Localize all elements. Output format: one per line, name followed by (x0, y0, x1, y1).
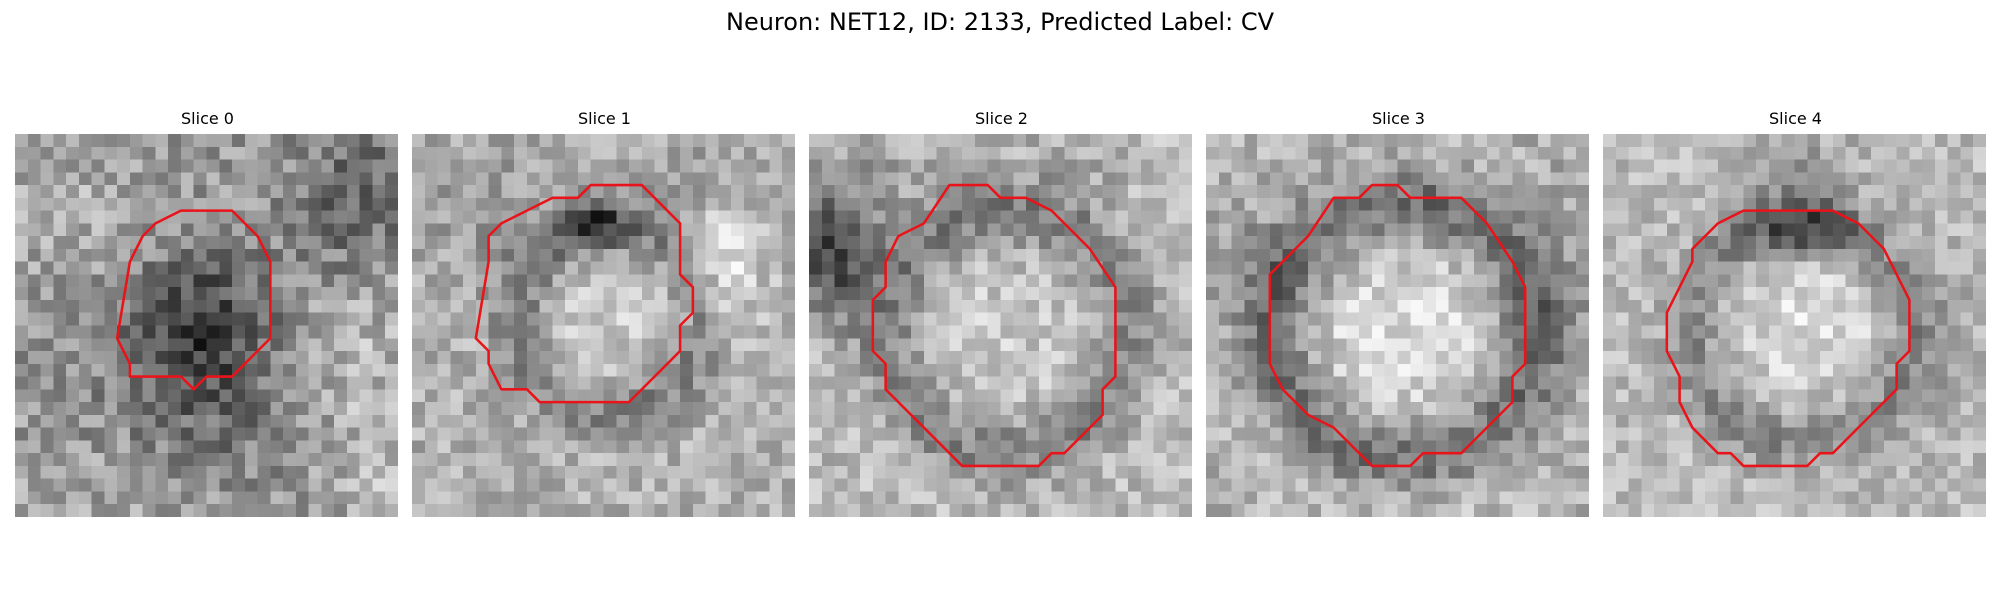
slice-panel-0: Slice 0 (15, 108, 400, 517)
slice-title-3: Slice 3 (1372, 109, 1425, 128)
slice-panel-3: Slice 3 (1206, 108, 1591, 517)
red-contour-overlay-3 (1268, 183, 1527, 468)
slice-title-0: Slice 0 (181, 109, 234, 128)
contour-path-1 (474, 183, 695, 404)
red-contour-overlay-1 (474, 183, 695, 404)
slice-title-4: Slice 4 (1769, 109, 1822, 128)
red-contour-overlay-2 (871, 183, 1117, 468)
red-contour-overlay-0 (115, 209, 272, 391)
slice-image-0 (15, 134, 398, 517)
slice-panel-1: Slice 1 (412, 108, 797, 517)
slice-image-2 (809, 134, 1192, 517)
red-contour-overlay-4 (1665, 209, 1911, 468)
figure-title: Neuron: NET12, ID: 2133, Predicted Label… (726, 8, 1274, 36)
slice-image-3 (1206, 134, 1589, 517)
contour-path-0 (115, 209, 272, 391)
grayscale-patch-1 (412, 134, 795, 517)
slice-image-1 (412, 134, 795, 517)
slice-image-4 (1603, 134, 1986, 517)
slice-panel-4: Slice 4 (1603, 108, 1988, 517)
slice-title-2: Slice 2 (975, 109, 1028, 128)
contour-path-3 (1268, 183, 1527, 468)
contour-path-2 (871, 183, 1117, 468)
slice-panel-2: Slice 2 (809, 108, 1194, 517)
grayscale-patch-0 (15, 134, 398, 517)
contour-path-4 (1665, 209, 1911, 468)
slice-title-1: Slice 1 (578, 109, 631, 128)
